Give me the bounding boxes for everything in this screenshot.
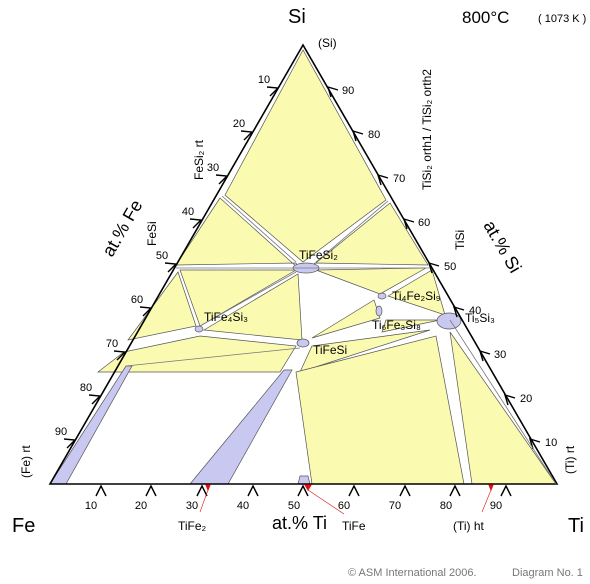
kelvin-label: ( 1073 K ) xyxy=(538,13,587,25)
tick-right-70: 70 xyxy=(393,173,405,185)
ti-corner-label: Ti xyxy=(568,515,584,537)
tisi-label: TiSi xyxy=(453,230,467,250)
single-phase-regions xyxy=(49,262,462,485)
tick-bottom-40: 40 xyxy=(237,500,249,512)
fesi2-label: FeSi₂ rt xyxy=(192,139,206,180)
three-phase-regions xyxy=(96,49,557,485)
copyright-text: © ASM International 2006. xyxy=(348,567,477,579)
ti6fe3si8-label: Ti₆Fe₃Si₈ xyxy=(372,318,421,332)
tick-bottom-10: 10 xyxy=(85,500,97,512)
tick-bottom-30: 30 xyxy=(186,500,198,512)
region-tife xyxy=(297,475,311,485)
tife-label: TiFe xyxy=(342,519,366,533)
tick-right-50: 50 xyxy=(444,261,456,273)
phase-markers xyxy=(199,484,494,515)
phase-ti5si3 xyxy=(436,312,462,330)
region-tife2 xyxy=(189,369,293,485)
tick-bottom-60: 60 xyxy=(338,500,350,512)
fe-rt-label: (Fe) rt xyxy=(19,445,33,478)
diagram-number: Diagram No. 1 xyxy=(512,567,583,579)
tifesi-label: TiFeSi xyxy=(313,343,347,357)
tick-right-90: 90 xyxy=(342,85,354,97)
tick-right-30: 30 xyxy=(494,349,506,361)
ti-rt-label: (Ti) rt xyxy=(563,445,577,474)
region-ti6-ti5si3 xyxy=(381,319,441,333)
tick-right-20: 20 xyxy=(520,393,532,405)
region-fesi2-fesi-tifesi2 xyxy=(175,197,299,269)
phase-tifesi xyxy=(296,338,310,348)
tick-left-80: 80 xyxy=(80,382,92,394)
phase-ti6fe3si8 xyxy=(375,305,383,317)
tick-left-20: 20 xyxy=(233,118,245,130)
tick-left-40: 40 xyxy=(182,206,194,218)
tick-left-70: 70 xyxy=(106,338,118,350)
tick-left-10: 10 xyxy=(258,74,270,86)
tick-left-60: 60 xyxy=(131,294,143,306)
tick-marks xyxy=(63,85,541,497)
si-phase-label: (Si) xyxy=(318,36,337,50)
tick-bottom-50: 50 xyxy=(288,500,300,512)
region-ti4-tisi-ti5si3 xyxy=(387,269,446,316)
at-si-axis-title: at.% Si xyxy=(480,217,526,276)
fe-corner-label: Fe xyxy=(12,515,36,537)
tie-lines xyxy=(125,195,557,485)
tifesi2-label: TiFeSi₂ xyxy=(299,248,338,262)
tife2-label: TiFe₂ xyxy=(178,519,207,533)
ticks-left-labels: 10 20 30 40 50 60 70 80 90 xyxy=(55,74,270,438)
tick-bottom-80: 80 xyxy=(440,500,452,512)
temperature-label: 800°C xyxy=(462,8,510,27)
at-fe-axis-title: at.% Fe xyxy=(98,196,146,260)
tick-right-80: 80 xyxy=(368,129,380,141)
region-tife4si3-tifesi xyxy=(202,273,303,341)
phase-tife4si3 xyxy=(194,325,204,333)
region-tifesi-ti6-ti5si3 xyxy=(299,329,431,373)
ticks-right-labels: 90 80 70 60 50 40 30 20 10 xyxy=(342,85,557,449)
tick-bottom-70: 70 xyxy=(389,500,401,512)
tisi2-label: TiSi₂ orth1 / TiSi₂ orth2 xyxy=(420,69,434,190)
region-si-tisi2-fesi2 xyxy=(224,49,387,263)
region-tifesi2-tisi-ti4fe2si9 xyxy=(315,267,427,295)
ti-ht-label: (Ti) ht xyxy=(453,519,485,533)
region-tifesi-ti4 xyxy=(311,299,381,339)
tick-left-90: 90 xyxy=(55,426,67,438)
ti4fe2si9-label: Ti₄Fe₂Si₉ xyxy=(392,289,441,303)
ticks-bottom-labels: 10 20 30 40 50 60 70 80 90 xyxy=(85,500,502,512)
fesi-label: FeSi xyxy=(145,221,159,246)
region-fe-tife4si3-tifesi xyxy=(96,335,297,373)
ti5si3-label: Ti₅Si₃ xyxy=(465,311,495,325)
tick-right-40: 40 xyxy=(469,305,481,317)
region-tisi2-tisi-tifesi2 xyxy=(311,202,429,267)
si-corner-label: Si xyxy=(288,6,306,28)
region-fesi-tife4si3-tifesi2 xyxy=(179,269,298,327)
phase-labels: TiFeSi₂ TiFe₄Si₃ TiFeSi Ti₄Fe₂Si₉ Ti₆Fe₃… xyxy=(178,36,495,533)
tife2-marker-icon xyxy=(205,484,211,492)
tick-bottom-20: 20 xyxy=(135,500,147,512)
tick-bottom-90: 90 xyxy=(490,500,502,512)
tife4si3-label: TiFe₄Si₃ xyxy=(204,310,248,324)
tick-right-60: 60 xyxy=(418,217,430,229)
phase-ti4fe2si9 xyxy=(377,292,387,300)
tife-marker-icon xyxy=(304,484,312,491)
tick-left-50: 50 xyxy=(156,250,168,262)
tick-right-10: 10 xyxy=(545,437,557,449)
tick-left-30: 30 xyxy=(207,162,219,174)
ti-ht-marker-icon xyxy=(488,484,494,492)
at-ti-axis-title: at.% Ti xyxy=(272,513,328,533)
